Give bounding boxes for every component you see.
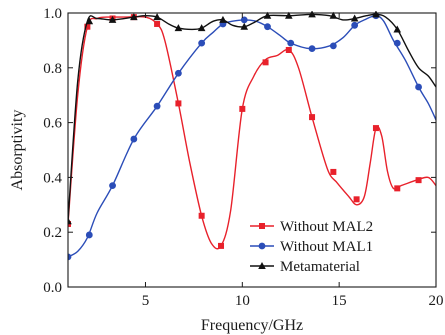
legend-item: Without MAL2 (250, 219, 373, 235)
data-point (198, 212, 205, 219)
data-point (108, 15, 117, 23)
data-point (263, 11, 272, 19)
data-point (264, 23, 271, 31)
series-line-without-mal2 (68, 15, 436, 250)
legend-item: Metamaterial (250, 259, 360, 275)
y-tick-label: 0.0 (43, 280, 62, 296)
legend-label: Without MAL2 (280, 219, 373, 235)
x-tick-label: 5 (142, 293, 150, 309)
data-point (84, 23, 91, 30)
data-point (85, 17, 94, 25)
series-without-mal1 (68, 12, 436, 261)
data-point (350, 14, 359, 22)
data-point (218, 242, 225, 249)
legend-marker (258, 262, 266, 269)
legend-marker (258, 242, 266, 250)
data-point (351, 21, 359, 29)
series-without-mal2 (68, 14, 436, 250)
y-tick-label: 0.2 (43, 225, 62, 241)
series-line-metamaterial (68, 13, 436, 222)
data-point (372, 11, 380, 18)
data-point (393, 25, 402, 33)
data-point (329, 42, 337, 50)
legend-marker (259, 223, 265, 229)
data-point (197, 24, 206, 32)
data-point (394, 185, 401, 192)
y-tick-label: 0.4 (43, 170, 62, 186)
y-tick-label: 0.6 (43, 116, 62, 132)
data-point (130, 13, 138, 21)
series-metamaterial (68, 11, 436, 225)
data-point (415, 83, 422, 91)
data-point (330, 168, 337, 175)
x-tick-label: 15 (332, 293, 347, 309)
data-point (175, 100, 182, 107)
x-tick-label: 10 (235, 293, 250, 309)
data-point (153, 13, 161, 21)
data-point (85, 231, 93, 239)
ticks-layer: 5 10 15 20 0.0 0.2 0.4 0.6 0.8 1.0 (43, 6, 443, 309)
y-axis-title: Absorptivity (9, 110, 26, 191)
data-point (154, 20, 161, 27)
x-axis-title: Frequency/GHz (201, 317, 303, 334)
data-point (262, 59, 269, 66)
data-point (174, 24, 183, 32)
data-point (175, 69, 182, 77)
data-point (240, 16, 248, 24)
data-point (329, 11, 338, 19)
data-point (130, 135, 138, 143)
data-point (239, 105, 246, 112)
plot-frame (67, 12, 437, 288)
series-line-without-mal1 (68, 15, 436, 258)
y-tick-label: 1.0 (43, 6, 62, 22)
series-layer (68, 11, 436, 261)
data-point (68, 217, 72, 225)
data-point (353, 196, 360, 203)
data-point (68, 253, 72, 261)
legend-label: Without MAL1 (280, 239, 373, 255)
data-point (308, 45, 316, 53)
data-point (285, 46, 292, 53)
legend: Without MAL2 Without MAL1 Metamaterial (250, 219, 373, 275)
data-point (285, 11, 293, 19)
data-point (309, 114, 316, 121)
data-point (153, 102, 161, 110)
data-point (372, 125, 379, 132)
data-point (219, 15, 227, 23)
data-point (415, 177, 422, 184)
y-tick-label: 0.8 (43, 61, 62, 77)
data-point (308, 11, 316, 18)
data-point (198, 39, 206, 47)
legend-label: Metamaterial (280, 259, 360, 275)
data-point (240, 22, 249, 30)
x-tick-label: 20 (429, 293, 444, 309)
data-point (393, 39, 401, 47)
data-point (287, 39, 295, 47)
legend-item: Without MAL1 (250, 239, 373, 255)
data-point (109, 182, 116, 190)
